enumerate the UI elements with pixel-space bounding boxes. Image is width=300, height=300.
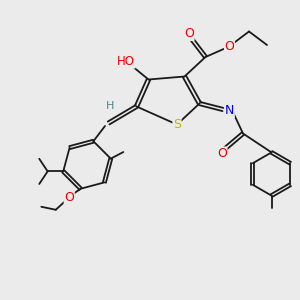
Text: O: O — [225, 40, 234, 53]
Text: N: N — [225, 104, 234, 118]
Text: O: O — [217, 147, 227, 160]
Text: HO: HO — [117, 55, 135, 68]
Text: H: H — [106, 101, 114, 111]
Text: O: O — [64, 191, 74, 204]
Text: S: S — [173, 118, 181, 131]
Text: O: O — [184, 27, 194, 40]
